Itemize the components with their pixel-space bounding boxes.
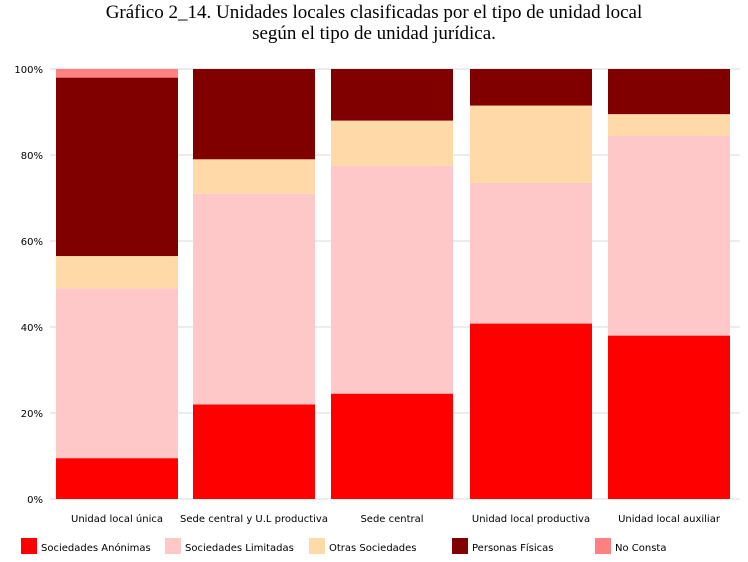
legend-label: No Consta: [615, 543, 666, 554]
bar-segment: [193, 159, 315, 194]
x-tick-label: Unidad local única: [71, 513, 163, 525]
x-tick-label: Sede central: [360, 514, 423, 525]
bar-segment: [193, 69, 315, 160]
chart-title: Gráfico 2_14. Unidades locales clasifica…: [105, 2, 643, 23]
bar-segment: [331, 393, 453, 499]
bar-segment: [331, 120, 453, 166]
bar-segment: [56, 256, 178, 289]
bar-segment: [608, 135, 730, 336]
legend-label: Otras Sociedades: [329, 543, 417, 554]
x-tick-label: Unidad local auxiliar: [618, 514, 721, 525]
x-tick-label: Unidad local productiva: [472, 514, 590, 525]
y-axis: 0% 20% 40% 60% 80% 100%: [14, 65, 43, 506]
bar-segment: [331, 69, 453, 121]
category-labels: Unidad local única Sede central y U.L pro…: [71, 513, 721, 525]
x-tick-label: Sede central y U.L productiva: [180, 514, 328, 525]
bar-segment: [470, 323, 592, 499]
bar-segment: [470, 105, 592, 183]
bar-segment: [608, 69, 730, 115]
legend: Sociedades Anónimas Sociedades Limitadas O…: [21, 538, 666, 554]
chart-subtitle: según el tipo de unidad jurídica.: [252, 23, 496, 44]
bar-segment: [608, 335, 730, 499]
legend-swatch: [452, 538, 468, 554]
legend-swatch: [21, 538, 37, 554]
y-tick-label: 60%: [21, 237, 43, 248]
y-tick-label: 80%: [21, 151, 43, 162]
bar-segment: [193, 404, 315, 499]
y-tick-label: 40%: [21, 323, 43, 334]
bar-segment: [56, 77, 178, 257]
bars: [56, 69, 730, 499]
bar-segment: [470, 182, 592, 324]
legend-swatch: [165, 538, 181, 554]
bar-segment: [470, 69, 592, 106]
bar-segment: [193, 193, 315, 405]
legend-label: Sociedades Anónimas: [41, 542, 151, 554]
legend-swatch: [595, 538, 611, 554]
legend-label: Sociedades Limitadas: [185, 543, 294, 554]
bar-segment: [608, 114, 730, 136]
bar-segment: [56, 288, 178, 459]
bar-segment: [56, 69, 178, 78]
legend-swatch: [309, 538, 325, 554]
bar-segment: [331, 165, 453, 394]
y-tick-label: 20%: [21, 409, 43, 420]
y-tick-label: 0%: [27, 495, 43, 506]
legend-label: Personas Físicas: [472, 542, 553, 554]
bar-segment: [56, 458, 178, 499]
y-tick-label: 100%: [14, 65, 43, 76]
